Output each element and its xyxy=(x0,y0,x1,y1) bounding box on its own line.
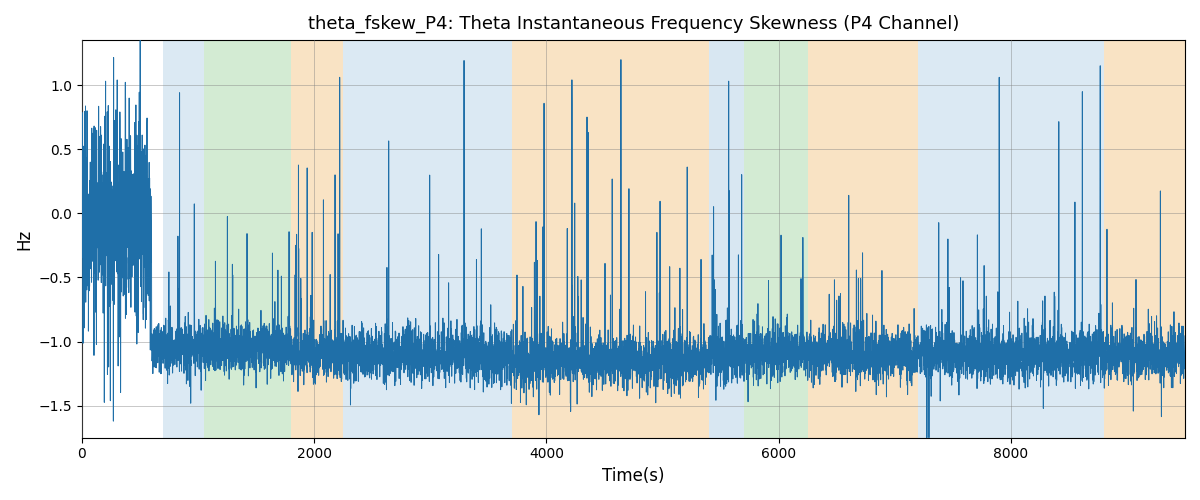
Bar xyxy=(1045,40,1104,438)
Bar xyxy=(290,40,343,438)
Bar xyxy=(163,40,204,438)
Bar xyxy=(744,40,808,438)
Title: theta_fskew_P4: Theta Instantaneous Frequency Skewness (P4 Channel): theta_fskew_P4: Theta Instantaneous Freq… xyxy=(307,15,959,34)
Y-axis label: Hz: Hz xyxy=(14,228,32,250)
Bar xyxy=(511,40,709,438)
Bar xyxy=(918,40,976,438)
X-axis label: Time(s): Time(s) xyxy=(602,467,665,485)
Bar xyxy=(204,40,290,438)
Bar xyxy=(976,40,1045,438)
Bar xyxy=(808,40,918,438)
Bar xyxy=(343,40,460,438)
Bar xyxy=(709,40,744,438)
Bar xyxy=(460,40,511,438)
Bar xyxy=(1104,40,1186,438)
